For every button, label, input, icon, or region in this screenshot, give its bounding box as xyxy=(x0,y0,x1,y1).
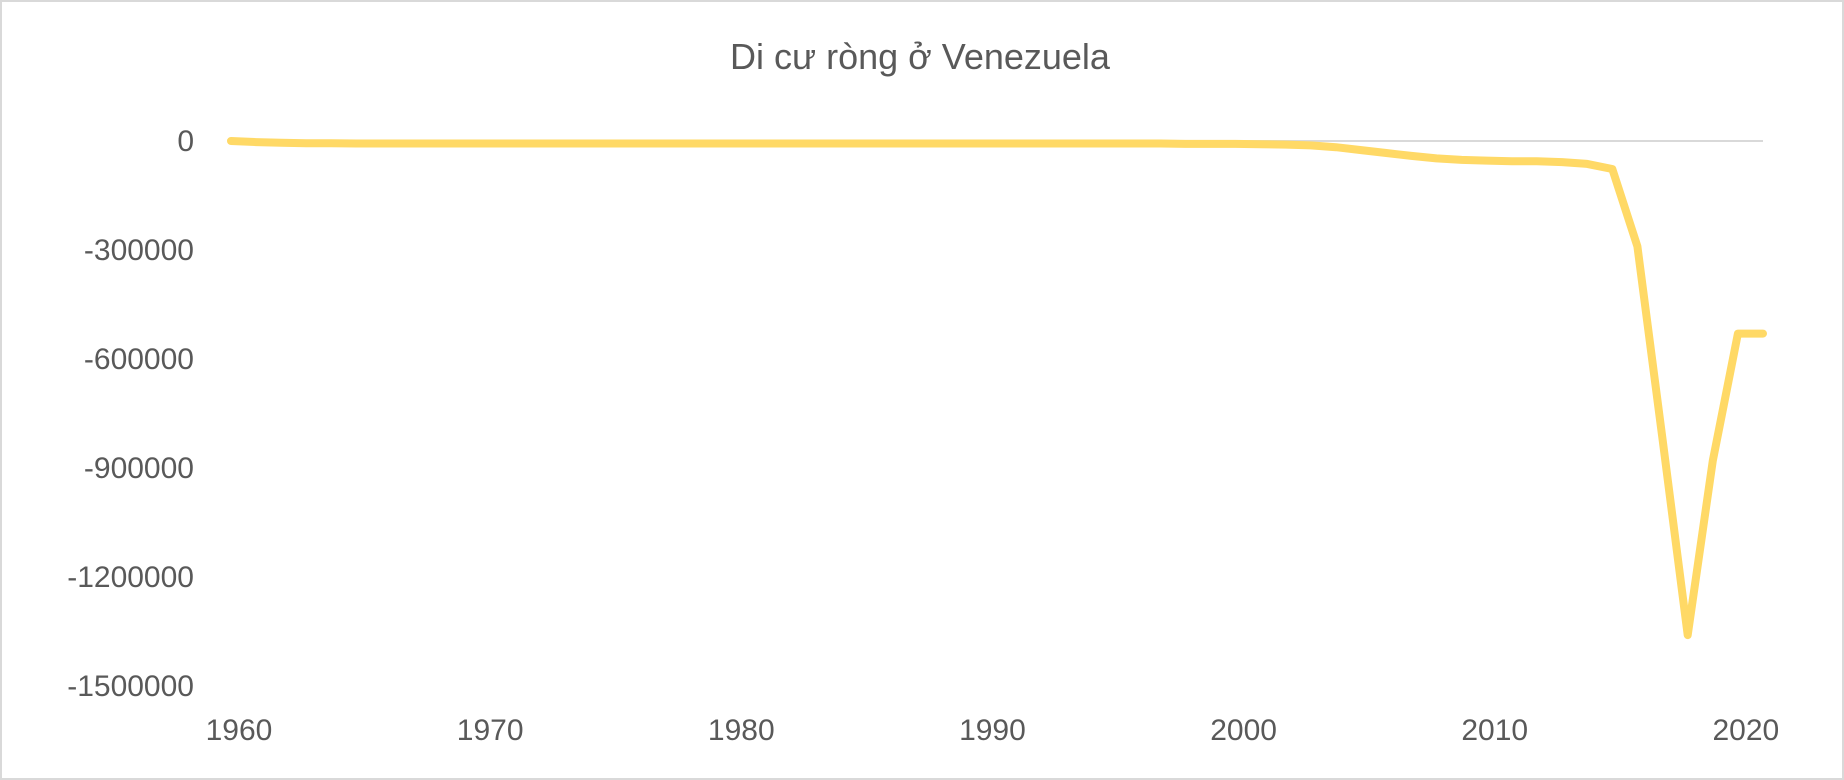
x-tick-label: 2010 xyxy=(1461,714,1528,747)
y-tick-label: -900000 xyxy=(84,452,194,485)
x-axis-tick-labels: 1960 1970 1980 1990 2000 2010 2020 xyxy=(206,714,1780,747)
y-tick-label: 0 xyxy=(177,125,194,158)
y-tick-label: -300000 xyxy=(84,234,194,267)
series-line xyxy=(227,137,1767,640)
y-axis-tick-labels: 0 -300000 -600000 -900000 -1200000 -1500000 xyxy=(67,125,194,703)
x-tick-label: 1960 xyxy=(206,714,273,747)
x-tick-label: 1970 xyxy=(457,714,524,747)
chart-title: Di cư ròng ở Venezuela xyxy=(730,36,1110,77)
x-tick-label: 1980 xyxy=(708,714,775,747)
y-tick-label: -600000 xyxy=(84,343,194,376)
y-tick-label: -1200000 xyxy=(67,561,194,594)
x-tick-label: 1990 xyxy=(959,714,1026,747)
x-tick-label: 2000 xyxy=(1210,714,1277,747)
y-tick-label: -1500000 xyxy=(67,670,194,703)
x-tick-label: 2020 xyxy=(1713,714,1780,747)
